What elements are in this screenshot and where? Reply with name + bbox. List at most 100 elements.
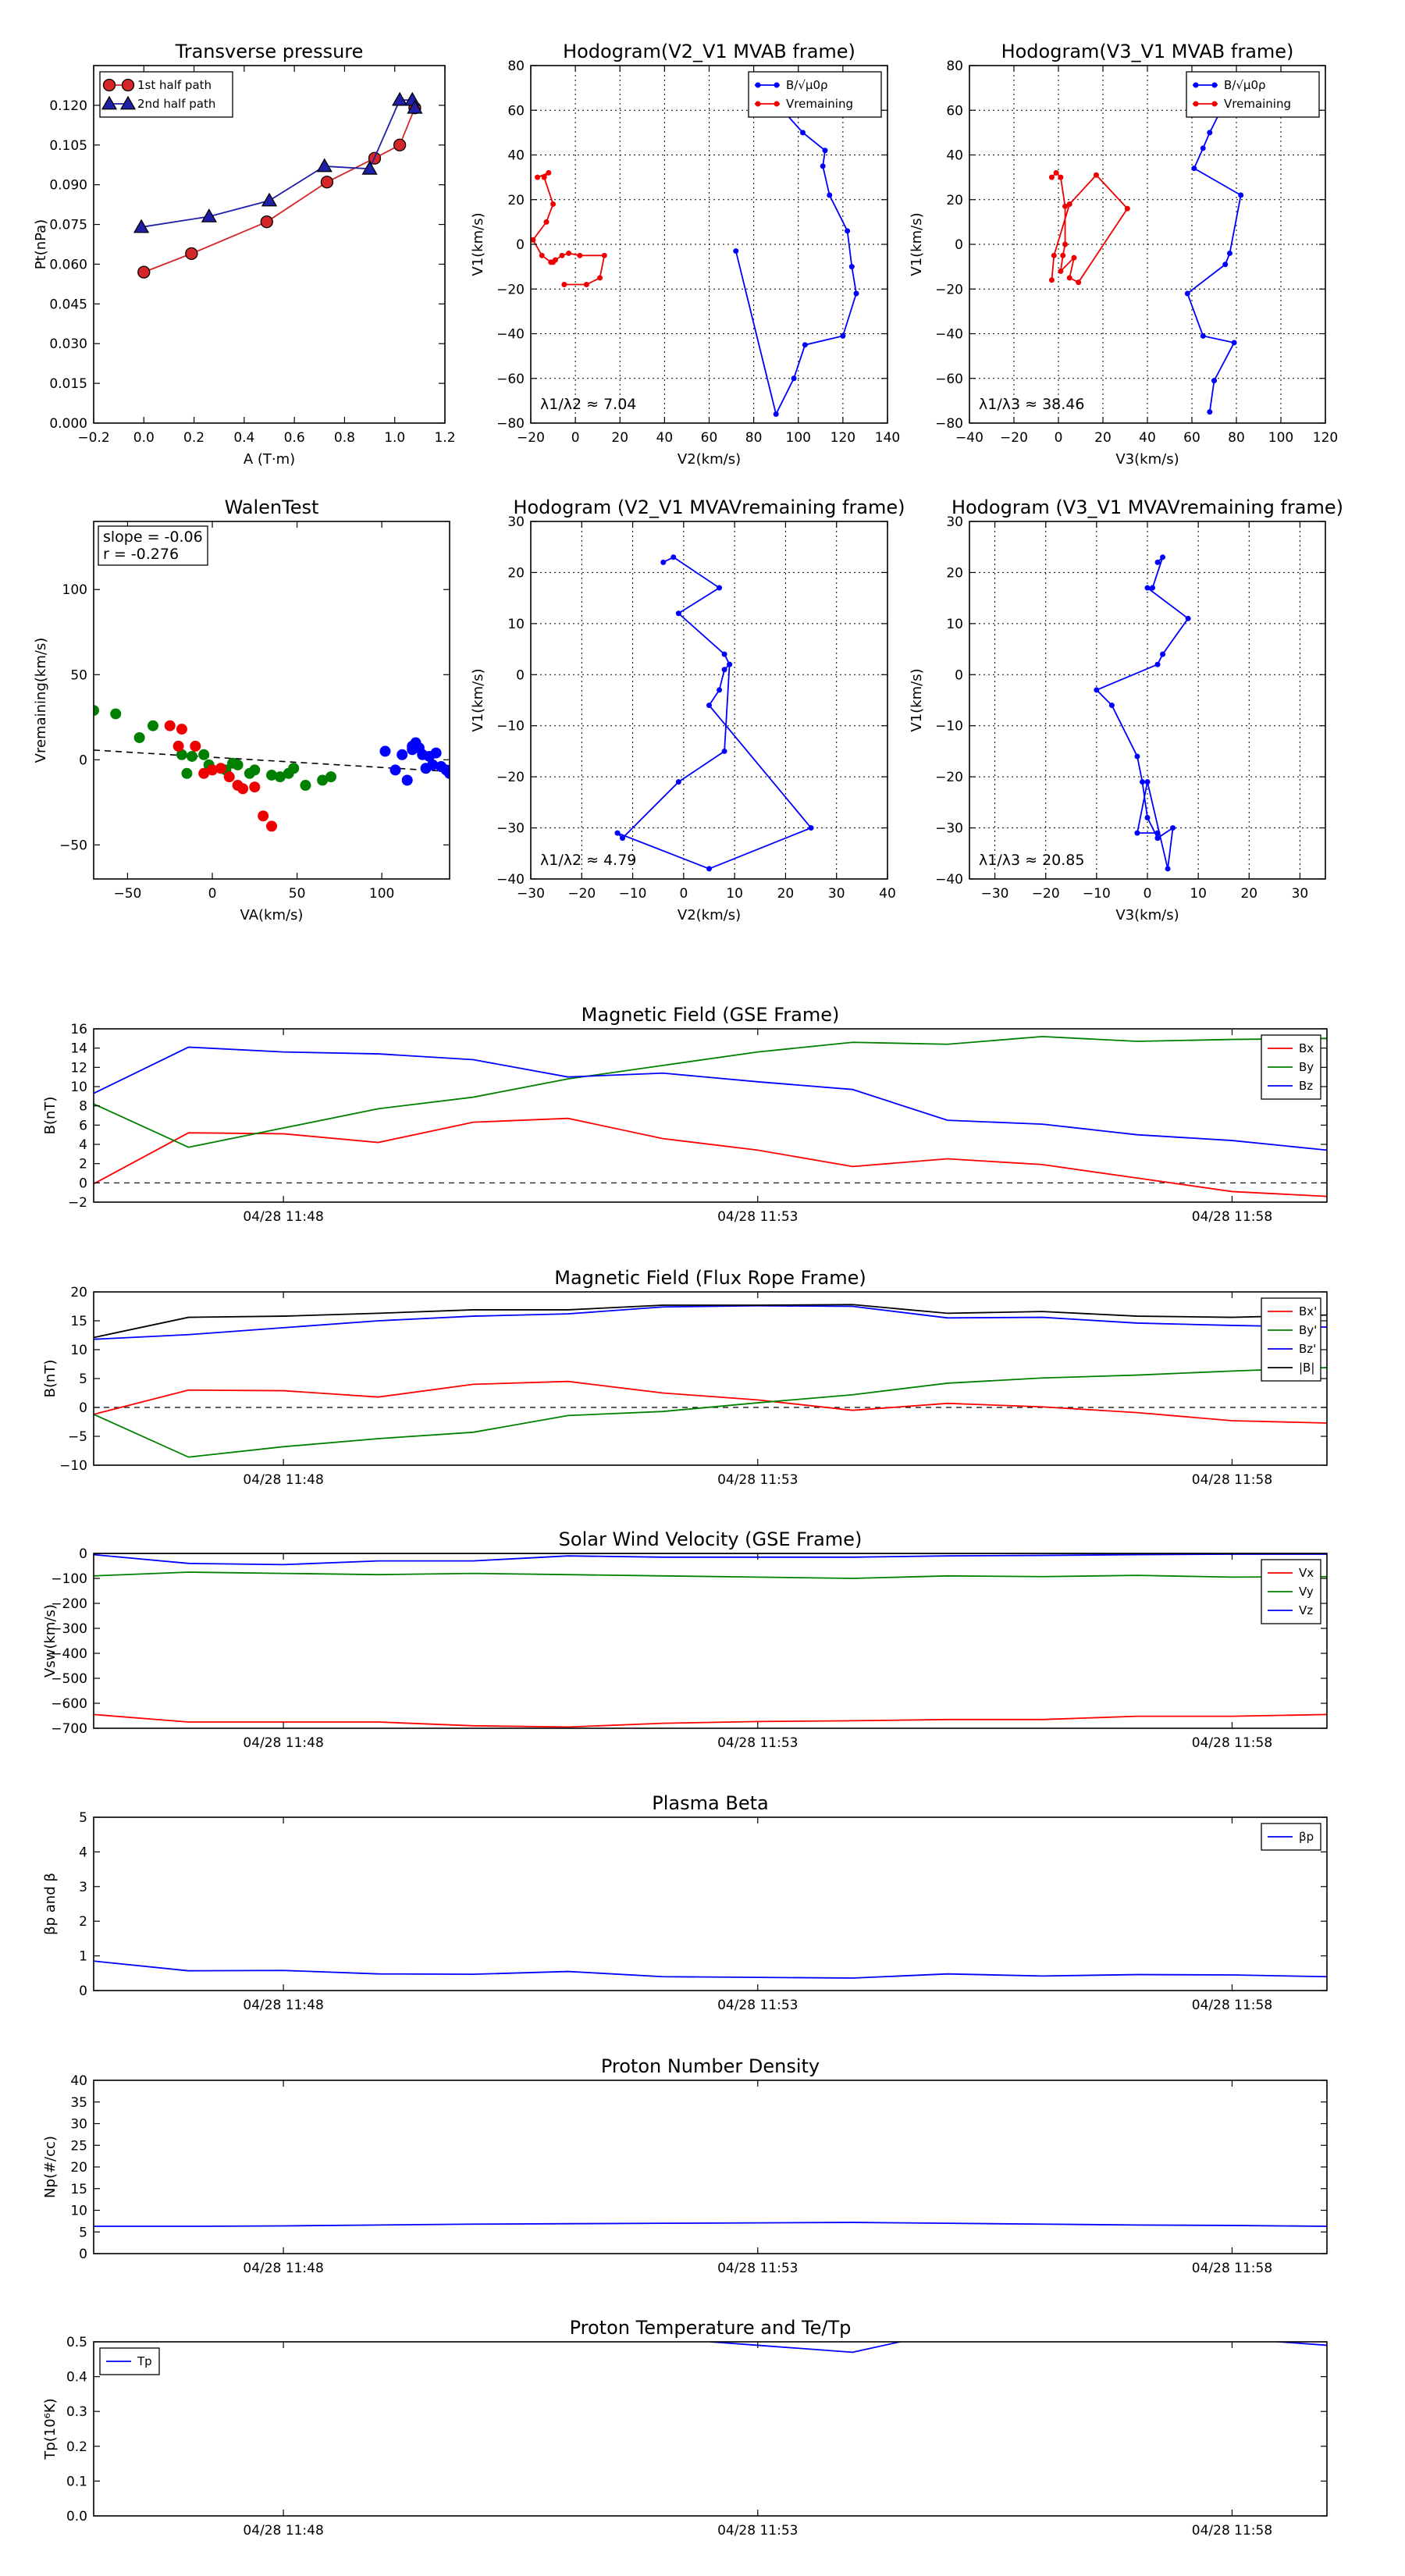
y-tick-label: −500 <box>51 1671 87 1687</box>
data-point <box>1051 252 1057 258</box>
data-point <box>325 771 336 783</box>
data-point <box>320 176 334 189</box>
data-point <box>808 825 814 831</box>
data-point <box>845 228 851 234</box>
series-line <box>94 1571 1327 1579</box>
y-tick-label: 30 <box>507 514 525 530</box>
chart-title: Magnetic Field (Flux Rope Frame) <box>554 1267 866 1289</box>
x-tick-label: 0.4 <box>233 430 254 446</box>
legend-label: |B| <box>1299 1361 1314 1375</box>
series-line <box>735 80 857 417</box>
series-line <box>617 556 813 870</box>
x-tick-label: 0 <box>571 430 580 446</box>
data-point <box>1048 277 1055 283</box>
series-line <box>94 1960 1327 1979</box>
y-tick-label: 20 <box>507 565 525 581</box>
data-point <box>1124 205 1130 212</box>
data-point <box>1184 290 1190 297</box>
data-point <box>1134 753 1140 760</box>
axes-frame <box>93 2341 1328 2517</box>
data-point <box>1062 241 1069 247</box>
legend-label: 1st half path <box>137 78 212 92</box>
x-axis-label: V3(km/s) <box>1115 451 1179 468</box>
y-tick-label: 0 <box>955 237 963 253</box>
data-point <box>670 554 677 560</box>
data-point <box>317 774 329 786</box>
x-tick-label: 04/28 11:58 <box>1192 1209 1272 1225</box>
data-point <box>620 835 626 841</box>
series-line <box>1186 81 1242 412</box>
data-point <box>706 866 712 872</box>
x-tick-label: 04/28 11:48 <box>243 2523 323 2539</box>
series-bfr-2 <box>94 1304 1327 1340</box>
data-point <box>1165 866 1171 872</box>
data-point <box>1154 661 1161 667</box>
data-point <box>853 290 859 297</box>
y-tick-label: 0.5 <box>66 2335 87 2350</box>
x-tick-label: 0 <box>208 886 217 902</box>
data-point <box>1076 279 1082 286</box>
y-tick-label: 0.4 <box>66 2370 87 2386</box>
y-tick-label: 0 <box>516 237 525 253</box>
x-tick-label: −30 <box>517 886 545 902</box>
y-tick-label: 20 <box>70 2160 87 2176</box>
x-tick-label: 100 <box>786 430 811 446</box>
x-tick-label: 30 <box>1292 886 1309 902</box>
annotation-text: λ1/λ3 ≈ 20.85 <box>979 852 1084 869</box>
annotation-box <box>98 525 208 566</box>
legend-marker <box>755 101 761 107</box>
x-tick-label: −10 <box>1083 886 1111 902</box>
x-tick-label: 04/28 11:58 <box>1192 1998 1272 2013</box>
data-point <box>717 687 723 693</box>
data-point <box>1185 615 1191 621</box>
legend-box <box>1186 71 1320 118</box>
y-tick-label: −30 <box>496 821 525 837</box>
y-tick-label: 2 <box>79 1157 87 1172</box>
x-tick-label: −50 <box>113 886 141 902</box>
data-point <box>94 705 99 717</box>
data-point <box>614 830 621 836</box>
y-tick-label: 0.1 <box>66 2474 87 2489</box>
data-point <box>249 764 261 776</box>
y-tick-label: 15 <box>70 2182 87 2197</box>
data-point <box>1094 687 1100 693</box>
axes-frame <box>93 1028 1328 1203</box>
x-tick-label: 04/28 11:53 <box>717 1472 798 1488</box>
y-tick-label: −100 <box>51 1571 87 1587</box>
legend-marker <box>1211 82 1218 88</box>
data-point <box>258 810 269 822</box>
series-hodo4-0 <box>1094 554 1191 872</box>
y-tick-label: −40 <box>935 872 963 888</box>
y-tick-label: −60 <box>935 372 963 387</box>
x-tick-label: −20 <box>517 430 545 446</box>
data-point <box>1093 172 1099 178</box>
data-point <box>1062 203 1069 209</box>
y-tick-label: −40 <box>496 872 525 888</box>
series-bfr-1 <box>94 1367 1327 1458</box>
y-tick-label: −200 <box>51 1596 87 1612</box>
y-tick-label: −10 <box>496 719 525 735</box>
data-point <box>1160 651 1166 657</box>
data-point <box>133 731 145 743</box>
series-line <box>94 1367 1327 1458</box>
y-tick-label: 0.2 <box>66 2439 87 2455</box>
data-point <box>1231 340 1237 346</box>
y-tick-label: 0.090 <box>49 178 87 194</box>
legend-marker <box>774 101 780 107</box>
x-tick-label: 04/28 11:48 <box>243 1998 323 2013</box>
y-tick-label: −10 <box>935 719 963 735</box>
x-tick-label: 0.2 <box>183 430 205 446</box>
data-point <box>1150 585 1156 591</box>
y-tick-label: 6 <box>79 1118 87 1133</box>
data-point <box>791 375 797 382</box>
y-tick-label: 10 <box>70 2204 87 2219</box>
data-point <box>1048 174 1055 180</box>
data-point <box>1238 192 1244 198</box>
y-tick-label: 5 <box>79 1372 87 1387</box>
legend-label: Bz <box>1299 1079 1313 1093</box>
data-point <box>444 767 450 779</box>
legend-box <box>99 71 233 118</box>
data-point <box>223 771 235 783</box>
y-tick-label: 0 <box>79 1984 87 1999</box>
series-line <box>143 107 416 273</box>
